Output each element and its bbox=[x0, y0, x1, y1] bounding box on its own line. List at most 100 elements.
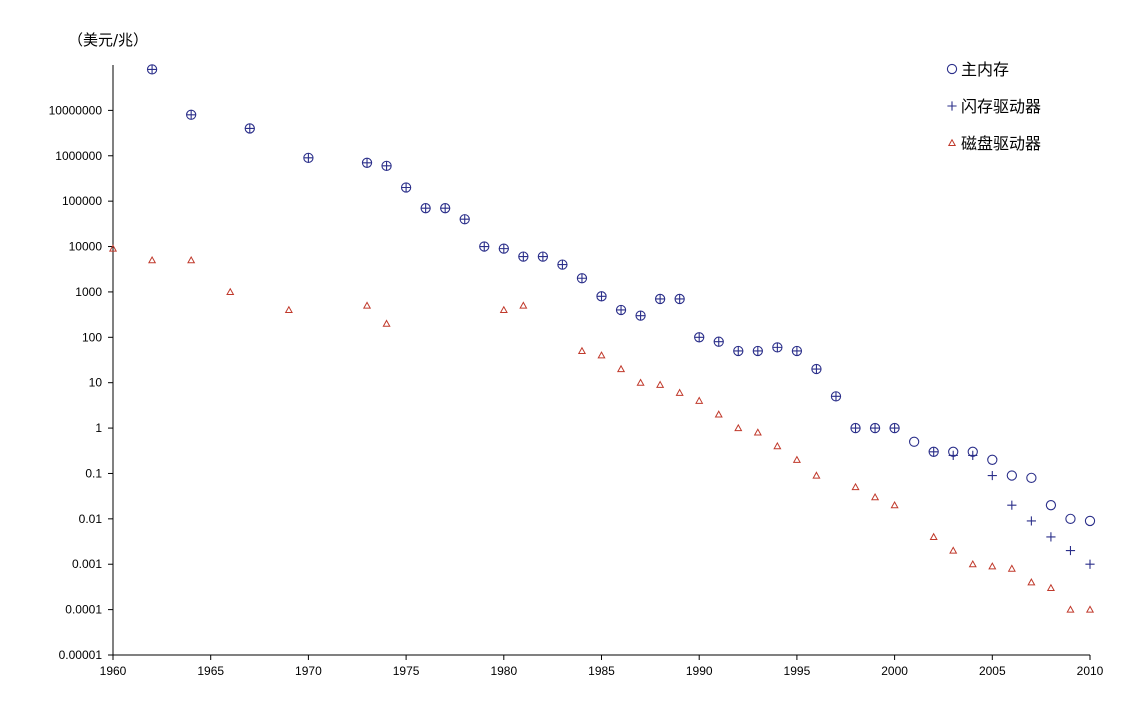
flash-drive-point bbox=[1007, 500, 1017, 510]
y-tick-label: 10000 bbox=[69, 240, 103, 254]
axes bbox=[108, 65, 1091, 660]
disk-drive-point bbox=[362, 301, 372, 309]
x-tick-label: 2000 bbox=[881, 664, 908, 678]
main-memory-point bbox=[1065, 513, 1076, 524]
legend-flash-drive-label: 闪存驱动器 bbox=[961, 97, 1041, 116]
flash-drive-point bbox=[1085, 559, 1095, 569]
flash-drive-point bbox=[733, 346, 743, 356]
disk-drive-point bbox=[382, 319, 391, 327]
flash-drive-point bbox=[616, 305, 626, 315]
disk-drive-point bbox=[636, 378, 645, 386]
y-tick-label: 0.0001 bbox=[65, 603, 102, 617]
y-tick-label: 0.001 bbox=[72, 557, 102, 571]
data-points bbox=[108, 64, 1096, 613]
main-memory-point bbox=[1026, 472, 1037, 484]
disk-drive-point bbox=[577, 346, 587, 355]
disk-drive-point bbox=[597, 351, 606, 359]
disk-drive-point bbox=[108, 244, 118, 252]
flash-drive-point bbox=[596, 291, 607, 301]
disk-drive-point bbox=[656, 380, 665, 388]
disk-drive-point bbox=[812, 471, 821, 479]
x-tick-label: 2010 bbox=[1077, 664, 1104, 678]
disk-drive-point bbox=[499, 305, 508, 314]
disk-drive-point bbox=[890, 500, 899, 509]
disk-drive-point bbox=[871, 492, 880, 501]
flash-drive-point bbox=[381, 161, 392, 171]
disk-drive-point bbox=[1027, 578, 1036, 586]
y-tick-label: 10000000 bbox=[49, 103, 103, 117]
flash-drive-point bbox=[772, 342, 782, 352]
flash-drive-point bbox=[577, 273, 587, 283]
x-tick-labels: 1960 1965 1970 1975 1980 1985 1990 1995 2000 2005… bbox=[100, 664, 1104, 678]
y-axis-unit-label: （美元/兆） bbox=[68, 31, 148, 49]
y-tick-label: 1 bbox=[95, 421, 102, 435]
disk-drive-point bbox=[949, 546, 958, 554]
disk-drive-point bbox=[714, 410, 723, 418]
y-tick-label: 1000 bbox=[75, 285, 102, 299]
y-tick-label: 10 bbox=[89, 376, 103, 390]
flash-drive-point bbox=[245, 123, 255, 134]
y-tick-label: 0.01 bbox=[79, 512, 103, 526]
main-memory-point bbox=[987, 454, 998, 465]
disk-drive-point bbox=[148, 255, 157, 264]
flash-drive-point bbox=[362, 158, 372, 168]
flash-drive-point bbox=[870, 423, 880, 433]
flash-drive-point bbox=[460, 214, 470, 224]
flash-drive-point bbox=[557, 259, 568, 270]
legend-main-memory-marker bbox=[946, 63, 958, 75]
flash-drive-point bbox=[401, 182, 411, 193]
flash-drive-point bbox=[1046, 532, 1056, 542]
legend-flash-drive-marker bbox=[947, 101, 957, 111]
y-tick-label: 0.00001 bbox=[59, 648, 103, 662]
disk-drive-point bbox=[187, 255, 196, 264]
legend-main-memory-label: 主内存 bbox=[961, 60, 1009, 79]
flash-drive-point bbox=[440, 203, 450, 213]
disk-drive-point bbox=[284, 305, 293, 314]
flash-drive-point bbox=[538, 252, 548, 262]
y-tick-labels: 0.00001 0.0001 0.001 0.01 0.1 1 10 100 1000 10000… bbox=[49, 103, 103, 662]
flash-drive-point bbox=[694, 332, 704, 342]
legend-disk-drive-marker bbox=[947, 138, 957, 147]
x-tick-label: 1985 bbox=[588, 664, 615, 678]
flash-drive-point bbox=[499, 244, 509, 254]
flash-drive-point bbox=[948, 450, 958, 461]
disk-drive-point bbox=[1085, 605, 1095, 613]
flash-drive-point bbox=[675, 294, 685, 304]
disk-drive-point bbox=[1046, 583, 1055, 592]
disk-drive-point bbox=[675, 388, 684, 396]
flash-drive-point bbox=[714, 337, 724, 347]
main-memory-point bbox=[908, 436, 920, 447]
x-tick-label: 1965 bbox=[197, 664, 224, 678]
flash-drive-point bbox=[421, 203, 431, 213]
flash-drive-points bbox=[147, 64, 1095, 569]
x-tick-label: 1960 bbox=[100, 664, 127, 678]
x-tick-label: 1990 bbox=[686, 664, 713, 678]
flash-drive-point bbox=[890, 423, 900, 433]
disk-drive-points bbox=[108, 244, 1095, 613]
flash-drive-point bbox=[850, 423, 861, 433]
main-memory-point bbox=[1084, 515, 1096, 527]
flash-drive-point bbox=[635, 311, 646, 321]
flash-drive-point bbox=[929, 447, 939, 457]
x-tick-label: 1980 bbox=[490, 664, 517, 678]
y-tick-label: 0.1 bbox=[85, 466, 102, 480]
disk-drive-point bbox=[616, 364, 626, 373]
flash-drive-point bbox=[479, 241, 489, 252]
x-tick-label: 2005 bbox=[979, 664, 1006, 678]
disk-drive-point bbox=[929, 532, 938, 540]
x-tick-label: 1970 bbox=[295, 664, 322, 678]
flash-drive-point bbox=[303, 153, 313, 163]
disk-drive-point bbox=[792, 455, 801, 463]
disk-drive-point bbox=[519, 301, 528, 309]
flash-drive-point bbox=[792, 346, 802, 356]
flash-drive-point bbox=[1065, 545, 1076, 556]
disk-drive-point bbox=[226, 287, 235, 295]
y-tick-label: 100000 bbox=[62, 194, 102, 208]
x-tick-label: 1975 bbox=[393, 664, 420, 678]
flash-drive-point bbox=[811, 364, 822, 374]
flash-drive-point bbox=[753, 346, 763, 356]
flash-drive-point bbox=[1026, 516, 1036, 526]
disk-drive-point bbox=[695, 396, 704, 404]
